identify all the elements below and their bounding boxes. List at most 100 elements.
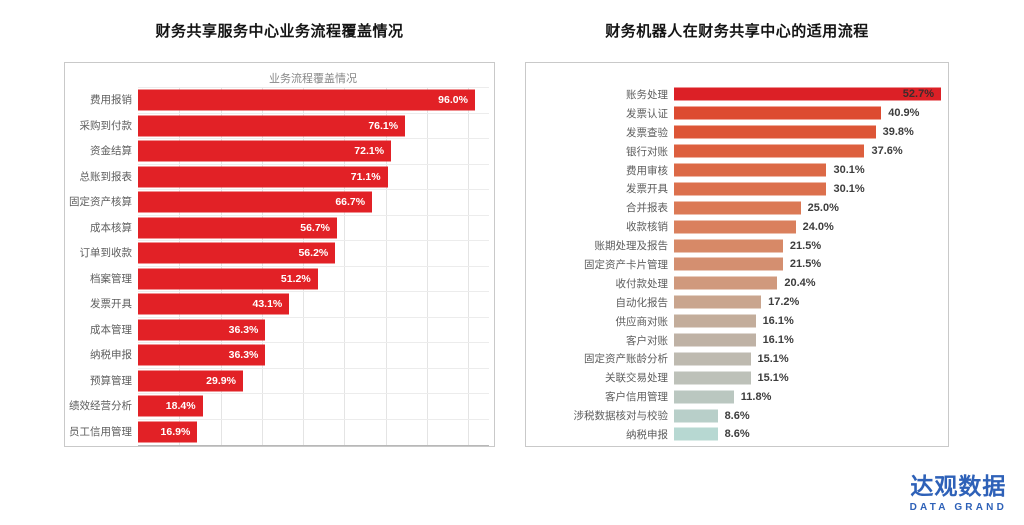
bar-value-label: 37.6% <box>871 145 903 158</box>
bar <box>138 191 373 213</box>
bar-row: 固定资产核算 66.7% <box>65 189 489 215</box>
bar-row: 客户对账 16.1% <box>526 331 941 350</box>
bar-value-label: 72.1% <box>354 145 385 158</box>
bar <box>674 352 751 366</box>
bar-row: 关联交易处理 15.1% <box>526 368 941 387</box>
bar-row: 固定资产卡片管理 21.5% <box>526 255 941 274</box>
bar-category-label: 纳税申报 <box>90 349 132 362</box>
bar-track: 72.1% <box>138 138 489 164</box>
bar-value-label: 8.6% <box>724 428 750 441</box>
bar <box>674 427 718 441</box>
bar-category-label: 自动化报告 <box>615 296 669 309</box>
bar-track: 11.8% <box>674 387 941 406</box>
bar-row: 银行对账 37.6% <box>526 142 941 161</box>
bar-category-label: 收付款处理 <box>615 277 669 290</box>
bar-category-label: 账期处理及报告 <box>594 240 669 253</box>
bar-category-label: 收款核销 <box>626 221 668 234</box>
bar-track: 40.9% <box>674 104 941 123</box>
bar-value-label: 51.2% <box>280 272 311 285</box>
bar <box>674 371 751 385</box>
bar <box>138 268 318 290</box>
bar-category-label: 发票开具 <box>90 298 132 311</box>
bar-row: 发票查验 39.8% <box>526 123 941 142</box>
bar-row: 资金结算 72.1% <box>65 138 489 164</box>
bar-value-label: 40.9% <box>888 107 920 120</box>
bar-track: 8.6% <box>674 425 941 444</box>
bar-category-label: 合并报表 <box>626 202 668 215</box>
bar <box>674 125 876 139</box>
bar-value-label: 16.1% <box>762 315 794 328</box>
bar-row: 发票开具 43.1% <box>65 291 489 317</box>
bar-row: 纳税申报 8.6% <box>526 425 941 444</box>
bar <box>138 115 406 137</box>
bar-track: 51.2% <box>138 265 489 292</box>
bar-row: 合并报表 25.0% <box>526 198 941 217</box>
bar-track: 17.2% <box>674 293 941 312</box>
bar-track: 15.1% <box>674 368 941 387</box>
bar-track: 16.9% <box>138 418 489 445</box>
bar-row: 采购到付款 76.1% <box>65 112 489 139</box>
bar-track: 36.3% <box>138 316 489 343</box>
bar-row: 收款核销 24.0% <box>526 217 941 236</box>
gridline <box>427 88 429 445</box>
bar-category-label: 采购到付款 <box>79 119 133 132</box>
bar-value-label: 8.6% <box>724 409 750 422</box>
gridline <box>303 88 305 445</box>
bar <box>674 295 762 309</box>
bar-track: 29.9% <box>138 367 489 394</box>
bar-track: 36.3% <box>138 342 489 368</box>
bar-row: 订单到收款 56.2% <box>65 240 489 266</box>
bar-category-label: 供应商对账 <box>615 315 669 328</box>
bar-track: 15.1% <box>674 349 941 368</box>
bar-category-label: 费用报销 <box>90 94 132 107</box>
left-chart-inner-title: 业务流程覆盖情况 <box>269 73 357 85</box>
bar-value-label: 71.1% <box>350 170 381 183</box>
bar-row: 费用报销 96.0% <box>65 87 489 113</box>
bar-value-label: 96.0% <box>438 94 468 107</box>
bar <box>674 163 827 177</box>
gridline <box>385 88 387 445</box>
bar-value-label: 15.1% <box>757 352 789 365</box>
bar-row: 费用审核 30.1% <box>526 161 941 180</box>
bar <box>674 201 801 215</box>
bar-row: 涉税数据核对与校验 8.6% <box>526 406 941 425</box>
bar <box>138 421 198 443</box>
left-chart-title: 财务共享服务中心业务流程覆盖情况 <box>155 23 404 40</box>
bar-track: 21.5% <box>674 236 941 255</box>
bar-track: 96.0% <box>138 87 489 113</box>
gridline <box>220 88 222 445</box>
bar-category-label: 关联交易处理 <box>605 372 668 385</box>
bar-value-label: 21.5% <box>789 258 822 271</box>
bar-value-label: 66.7% <box>335 196 366 209</box>
bar <box>674 390 734 404</box>
right-chart-panel: 账务处理 52.7% 发票认证 40.9% 发票查验 39.8% 银行对账 37.6% 费用审核… <box>525 62 949 447</box>
bar-value-label: 52.7% <box>902 88 934 101</box>
bar-value-label: 20.4% <box>784 277 816 290</box>
bar-value-label: 56.7% <box>300 221 331 234</box>
bar-value-label: 16.1% <box>762 334 794 347</box>
bar <box>674 276 778 290</box>
bar-category-label: 成本核算 <box>90 221 132 234</box>
bar-row: 档案管理 51.2% <box>65 265 489 292</box>
bar <box>138 370 243 392</box>
bar-category-label: 银行对账 <box>626 145 668 158</box>
bar <box>674 257 783 271</box>
bar-value-label: 15.1% <box>757 371 789 384</box>
bar-category-label: 费用审核 <box>626 164 668 177</box>
bar-row: 发票认证 40.9% <box>526 104 941 123</box>
bar <box>138 89 475 111</box>
bar-row: 预算管理 29.9% <box>65 367 489 394</box>
bar-category-label: 涉税数据核对与校验 <box>573 410 669 423</box>
bar-value-label: 56.2% <box>298 247 329 260</box>
bar-row: 账务处理 52.7% <box>526 85 941 104</box>
bar-category-label: 资金结算 <box>90 145 132 158</box>
bar-row: 自动化报告 17.2% <box>526 293 941 312</box>
bar-track: 56.7% <box>138 214 489 241</box>
bar-category-label: 发票认证 <box>626 107 668 120</box>
bar-value-label: 30.1% <box>833 182 865 195</box>
bar-row: 固定资产账龄分析 15.1% <box>526 349 941 368</box>
bar-value-label: 11.8% <box>740 390 772 403</box>
gridline <box>261 88 263 445</box>
bar <box>674 106 882 120</box>
